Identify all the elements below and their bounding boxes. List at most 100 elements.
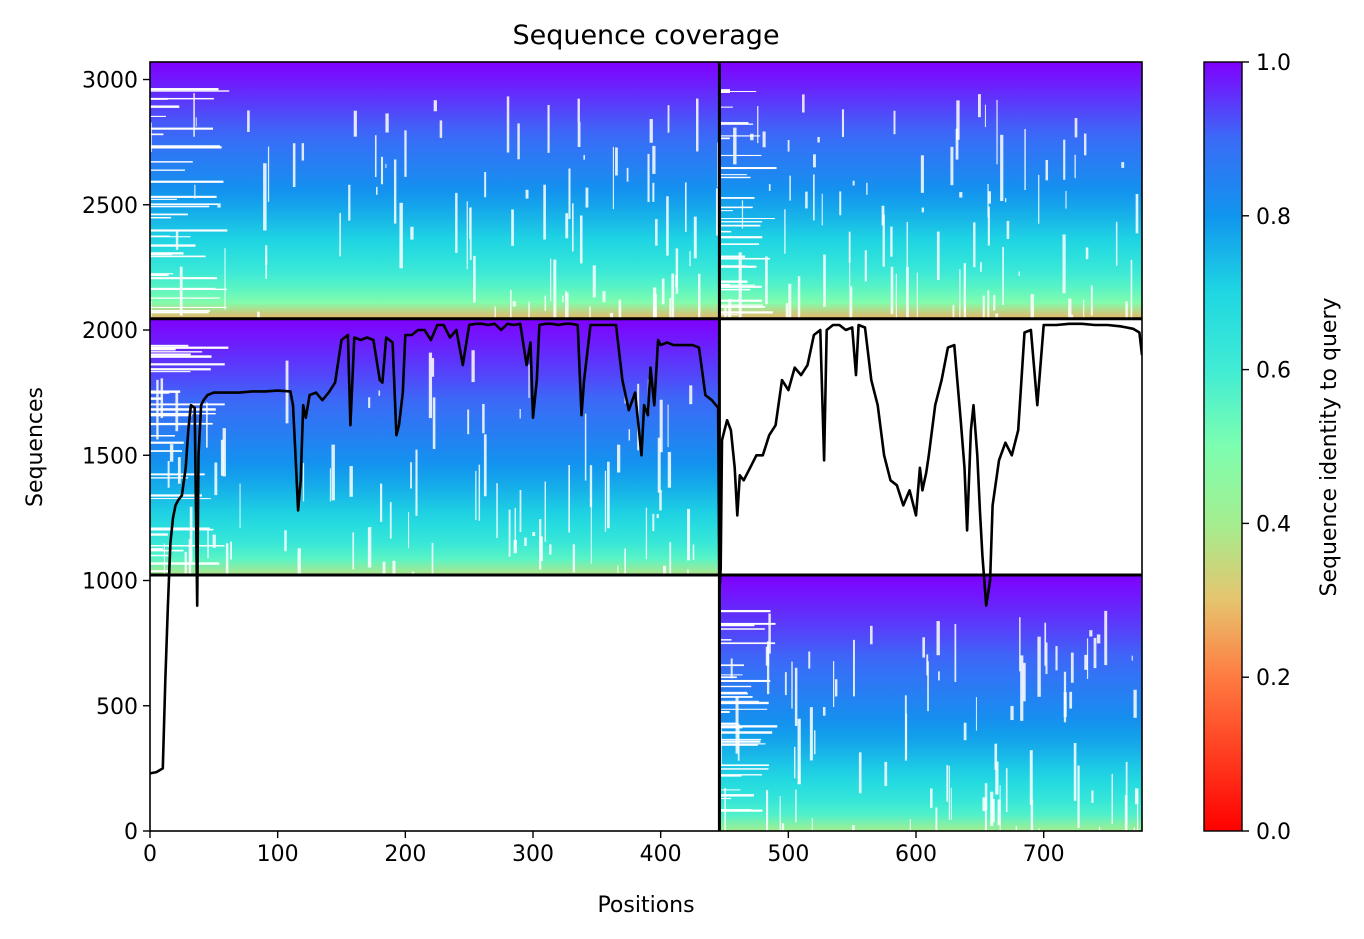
coverage-gap [870,625,873,645]
coverage-gap [206,402,208,448]
coverage-gap [415,449,418,516]
coverage-gap [956,100,960,140]
coverage-gap-row [150,422,213,425]
coverage-gap [329,468,331,502]
coverage-gap [175,390,179,432]
coverage-gap [667,451,672,488]
coverage-gap [1091,790,1094,803]
coverage-gap [543,184,546,240]
coverage-gap [1062,234,1066,294]
coverage-gap-row [719,700,759,702]
coverage-gap [975,697,977,731]
coverage-gap [618,299,622,319]
coverage-gap [671,273,675,319]
coverage-gap [895,273,897,319]
coverage-gap-row [150,494,202,497]
coverage-gap [852,180,855,186]
coverage-gap [265,245,268,265]
coverage-gap [784,672,787,696]
coverage-gap [1115,221,1118,266]
coverage-gap [963,722,967,741]
y-axis-label: Sequences [23,387,48,507]
coverage-gap [428,352,433,419]
coverage-gap [525,189,529,199]
coverage-gap [592,265,596,298]
coverage-gap-row [719,314,739,316]
colorbar [1203,61,1243,832]
coverage-gap [964,305,966,314]
coverage-gap [572,544,576,573]
coverage-gap [179,266,183,316]
coverage-gap [667,105,670,133]
coverage-blocks [150,62,1142,831]
coverage-gap [990,791,994,827]
coverage-gap [793,746,796,779]
coverage-gap-row [719,797,732,800]
coverage-gap-row [150,161,193,163]
coverage-gap [544,295,547,311]
coverage-gap [841,109,845,138]
coverage-gap [572,203,574,252]
coverage-gap [584,413,587,481]
coverage-gap-row [150,355,212,358]
coverage-gap [659,490,662,511]
coverage-gap [609,312,614,319]
coverage-gap [948,765,950,820]
coverage-gap [513,540,517,554]
chart-title: Sequence coverage [512,20,779,51]
coverage-gap-row [719,257,771,260]
coverage-gap-row [719,154,762,157]
coverage-gap [959,192,963,198]
coverage-gap [950,787,952,820]
coverage-gap-row [150,434,175,437]
coverage-gap [1084,654,1088,670]
colorbar-tick-label: 0.2 [1256,666,1291,691]
coverage-gap [407,512,410,549]
coverage-gap [471,350,475,383]
coverage-gap-row [150,545,225,547]
coverage-gap [1004,198,1007,203]
coverage-gap-row [719,743,758,746]
coverage-gap-row [150,236,191,238]
coverage-gap [1002,246,1004,305]
coverage-gap [950,146,954,186]
coverage-gap-row [719,210,733,212]
coverage-gap [385,163,387,169]
coverage-gap-row [719,622,776,625]
coverage-gap-row [719,174,747,176]
coverage-gap-row [719,135,761,137]
coverage-gap [225,543,229,576]
coverage-gap [946,765,949,802]
coverage-gap [692,544,695,561]
coverage-gap [247,110,250,132]
coverage-gap [547,104,550,153]
coverage-gap [375,186,378,195]
coverage-gap-row [719,221,763,223]
coverage-gap [540,536,543,561]
coverage-gap [904,695,907,761]
coverage-gap-row [719,122,749,125]
coverage-gap [1038,828,1040,831]
coverage-gap-row [719,284,756,286]
coverage-gap-row [150,346,229,349]
coverage-gap-row [719,106,733,108]
coverage-gap-row [719,738,762,740]
coverage-gap-row [150,311,209,314]
coverage-gap [669,542,672,576]
coverage-gap [728,299,732,319]
coverage-gap [659,399,663,453]
coverage-gap [784,209,786,254]
coverage-gap [959,269,961,319]
coverage-gap [685,182,687,232]
coverage-gap [757,106,759,144]
coverage-gap [380,483,383,522]
coverage-gap [991,798,995,823]
coverage-gap [765,790,769,831]
coverage-gap [410,462,412,489]
coverage-gap [852,825,855,831]
coverage-gap [906,266,909,319]
coverage-gap [1044,622,1047,666]
colorbar-tick-label: 1.0 [1256,51,1291,76]
coverage-gap [655,219,658,246]
coverage-gap [797,276,801,319]
